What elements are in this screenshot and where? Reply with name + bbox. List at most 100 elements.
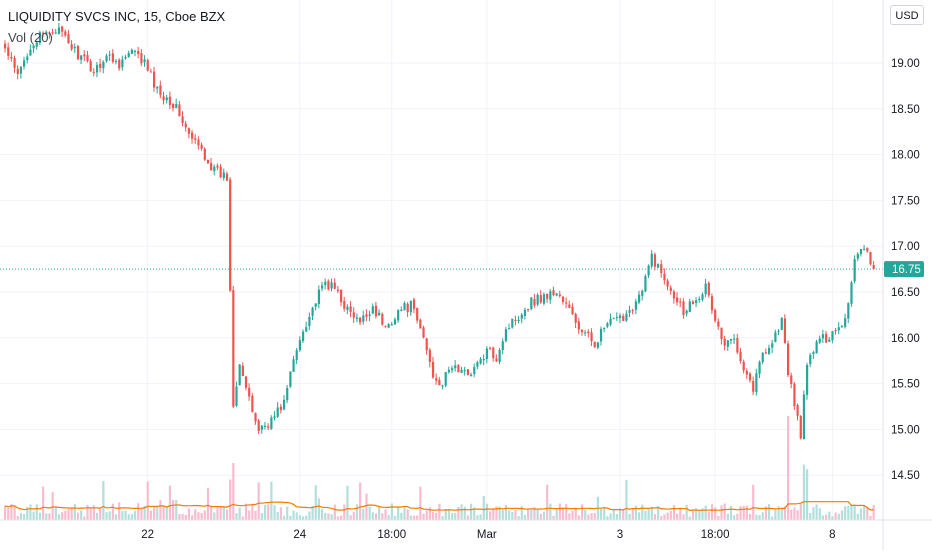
volume-bar bbox=[869, 516, 872, 520]
candle-body bbox=[647, 265, 650, 276]
volume-bar bbox=[355, 504, 359, 520]
candle-body bbox=[412, 299, 416, 309]
candle-body bbox=[340, 289, 343, 303]
volume-bar bbox=[295, 512, 298, 520]
candle-body bbox=[378, 312, 381, 316]
volume-bar bbox=[114, 514, 118, 520]
volume-bar bbox=[612, 508, 615, 520]
volume-bar bbox=[254, 510, 257, 520]
candle-body bbox=[767, 347, 771, 354]
candle-body bbox=[232, 290, 235, 407]
volume-bar bbox=[558, 503, 561, 520]
volume-bar bbox=[542, 511, 546, 520]
candle-body bbox=[828, 339, 831, 342]
candle-body bbox=[393, 319, 397, 325]
volume-bar bbox=[565, 504, 568, 520]
volume-bar bbox=[406, 509, 409, 520]
volume-bar bbox=[162, 506, 165, 520]
volume-bar bbox=[374, 513, 378, 520]
time-tick-label: 8 bbox=[829, 529, 835, 541]
candle-body bbox=[710, 296, 714, 311]
candle-body bbox=[61, 26, 64, 32]
volume-bar bbox=[821, 515, 825, 520]
volume-bar bbox=[767, 504, 771, 520]
volume-bar bbox=[321, 509, 324, 520]
volume-indicator-label[interactable]: Vol (20) bbox=[8, 30, 53, 45]
candle-body bbox=[504, 329, 508, 342]
candle-body bbox=[565, 302, 568, 304]
volume-bar bbox=[301, 516, 305, 520]
candle-body bbox=[349, 306, 352, 312]
volume-bar bbox=[555, 508, 558, 520]
volume-bar bbox=[454, 513, 457, 520]
volume-bar bbox=[175, 500, 178, 520]
candle-body bbox=[355, 317, 359, 319]
candle-body bbox=[444, 372, 447, 386]
candle-body bbox=[641, 290, 644, 296]
candle-body bbox=[435, 378, 438, 381]
volume-bar bbox=[685, 504, 688, 520]
candle-body bbox=[717, 321, 720, 327]
volume-bar bbox=[146, 481, 149, 520]
candle-body bbox=[558, 294, 561, 297]
volume-bar bbox=[774, 508, 777, 520]
candle-body bbox=[371, 306, 374, 314]
candle-body bbox=[99, 63, 102, 68]
candle-body bbox=[333, 282, 336, 289]
candle-body bbox=[152, 71, 156, 88]
volume-bar bbox=[587, 514, 590, 520]
candle-body bbox=[219, 166, 222, 178]
volume-bar bbox=[216, 507, 219, 520]
candle-body bbox=[755, 373, 758, 393]
candle-body bbox=[577, 321, 580, 330]
candle-body bbox=[599, 328, 603, 342]
candle-body bbox=[723, 338, 726, 346]
volume-bar bbox=[546, 484, 549, 520]
time-tick-label: 22 bbox=[141, 529, 154, 541]
volume-bar bbox=[552, 515, 555, 520]
candle-body bbox=[83, 54, 86, 57]
candle-body bbox=[397, 309, 400, 321]
volume-bar bbox=[859, 508, 863, 520]
candle-body bbox=[365, 314, 368, 317]
volume-bar bbox=[812, 507, 815, 520]
candle-body bbox=[660, 264, 663, 273]
price-tick-label: 15.50 bbox=[891, 379, 920, 391]
volume-bar bbox=[32, 511, 35, 520]
candle-body bbox=[263, 425, 267, 427]
candle-body bbox=[51, 32, 54, 34]
volume-bar bbox=[412, 515, 416, 520]
volume-bar bbox=[219, 506, 222, 520]
candle-body bbox=[194, 138, 197, 140]
volume-bar bbox=[282, 515, 286, 520]
candle-body bbox=[270, 417, 273, 429]
candle-body bbox=[248, 387, 251, 397]
candle-body bbox=[844, 318, 847, 327]
volume-bar bbox=[311, 505, 314, 520]
candle-body bbox=[517, 319, 520, 322]
volume-bar bbox=[837, 513, 840, 520]
volume-bar bbox=[717, 515, 720, 520]
candle-body bbox=[736, 338, 739, 353]
volume-bar bbox=[688, 516, 691, 520]
volume-bar bbox=[431, 512, 435, 520]
candle-body bbox=[663, 273, 666, 281]
candle-body bbox=[774, 332, 777, 342]
candle-body bbox=[403, 303, 406, 311]
currency-button[interactable]: USD bbox=[890, 5, 924, 25]
candle-body bbox=[140, 53, 143, 64]
volume-bar bbox=[742, 505, 745, 520]
volume-bar bbox=[273, 505, 276, 520]
volume-bar bbox=[267, 504, 270, 520]
candle-body bbox=[330, 282, 333, 289]
volume-bar bbox=[793, 507, 796, 520]
candle-body bbox=[267, 426, 270, 428]
candle-body bbox=[707, 282, 710, 296]
volume-bar bbox=[359, 482, 362, 520]
volume-bar bbox=[482, 495, 485, 520]
candle-body bbox=[457, 365, 460, 373]
volume-bar bbox=[840, 510, 844, 520]
candle-body bbox=[162, 96, 165, 101]
